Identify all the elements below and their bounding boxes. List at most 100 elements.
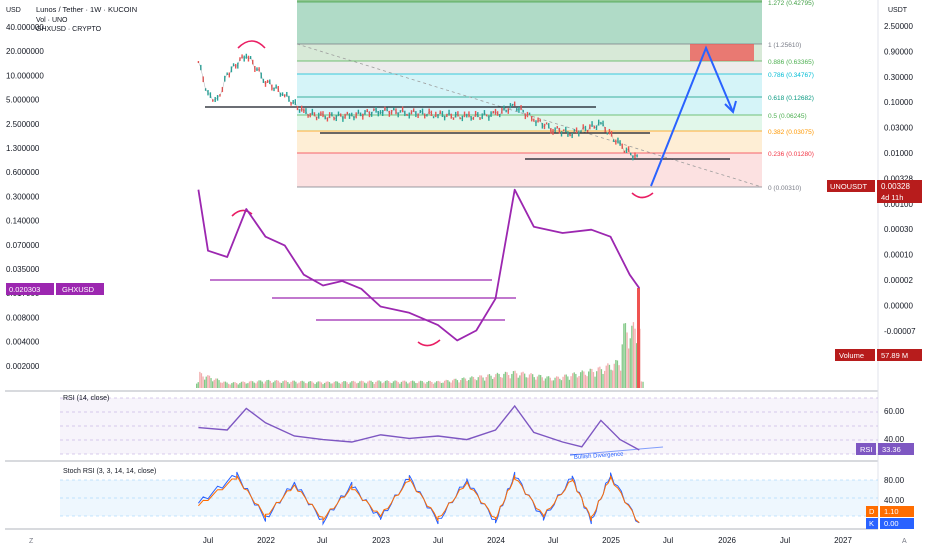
volume-bar bbox=[623, 323, 625, 388]
volume-bar bbox=[557, 376, 559, 388]
volume-bar bbox=[216, 378, 219, 388]
volume-bar bbox=[208, 375, 211, 388]
fib-level-label: 0.5 (0.06245) bbox=[768, 113, 807, 120]
volume-bar bbox=[604, 370, 606, 388]
volume-bar bbox=[532, 374, 534, 388]
volume-bar bbox=[252, 381, 254, 388]
volume-badge: Volume 57.89 M bbox=[835, 349, 922, 361]
x-axis-tick: 2027 bbox=[834, 536, 852, 545]
volume-bar bbox=[592, 372, 595, 388]
ghxusd-overlay-line bbox=[197, 188, 641, 342]
volume-bar bbox=[376, 380, 379, 388]
volume-bar bbox=[332, 383, 334, 388]
x-axis-tick: Jul bbox=[780, 536, 790, 545]
projection-arrow[interactable] bbox=[650, 45, 737, 187]
tv-logo-icon[interactable]: Z bbox=[29, 538, 34, 545]
volume-bar bbox=[356, 383, 358, 388]
volume-bar bbox=[618, 365, 620, 388]
fibonacci-retracement[interactable]: 1.272 (0.42795) 1 (1.25610) 0.886 (0.63365… bbox=[296, 0, 814, 192]
trend-lines[interactable] bbox=[205, 40, 730, 456]
volume-bar bbox=[365, 383, 367, 388]
volume-bar bbox=[584, 374, 587, 388]
price-badge-symbol: UNOUSDT bbox=[830, 182, 868, 191]
volume-bar bbox=[338, 382, 340, 388]
price-badge: UNOUSDT 0.00328 4d 11h bbox=[827, 180, 922, 203]
volume-bar bbox=[516, 373, 518, 388]
volume-bar bbox=[624, 323, 627, 388]
volume-bar bbox=[621, 344, 623, 388]
volume-bar bbox=[600, 369, 603, 388]
volume-bar bbox=[524, 373, 526, 388]
volume-bar bbox=[234, 382, 236, 388]
fib-zone bbox=[297, 115, 762, 131]
volume-bar bbox=[492, 378, 494, 388]
x-axis-tick: 2024 bbox=[487, 536, 505, 545]
volume-bar bbox=[196, 383, 198, 388]
volume-bar bbox=[514, 370, 516, 388]
volume-bar bbox=[391, 383, 393, 388]
left-axis-tick: 0.004000 bbox=[6, 338, 40, 347]
volume-bar bbox=[413, 381, 415, 388]
volume-bar bbox=[312, 382, 315, 388]
highlight-arc-marker bbox=[237, 40, 266, 49]
volume-bar bbox=[245, 383, 247, 388]
volume-bar bbox=[437, 380, 439, 388]
volume-badge-value: 57.89 M bbox=[881, 351, 908, 360]
volume-bar bbox=[424, 383, 427, 388]
volume-bar bbox=[215, 378, 217, 388]
volume-bar bbox=[327, 381, 329, 388]
auto-scale-button[interactable]: A bbox=[902, 538, 907, 545]
volume-bar bbox=[578, 375, 580, 388]
volume-bar bbox=[276, 380, 278, 388]
volume-bar bbox=[364, 382, 366, 388]
chart-title: Lunos / Tether · 1W · KUCOIN bbox=[36, 5, 137, 14]
left-axis-tick: 10.000000 bbox=[6, 71, 44, 80]
right-axis-tick: 0.00328 bbox=[884, 174, 913, 183]
volume-bar bbox=[378, 380, 380, 388]
volume-bar bbox=[610, 369, 612, 388]
volume-bar bbox=[402, 380, 404, 388]
volume-bar bbox=[199, 371, 201, 388]
volume-bar bbox=[380, 381, 382, 388]
volume-bar bbox=[237, 384, 239, 388]
x-axis-tick: Jul bbox=[317, 536, 327, 545]
volume-bar bbox=[432, 383, 435, 388]
volume-bar bbox=[452, 380, 454, 388]
fib-level-label: 0 (0.00310) bbox=[768, 185, 801, 192]
volume-bar bbox=[594, 376, 596, 388]
volume-bar bbox=[552, 380, 555, 388]
highlight-arc-marker bbox=[231, 209, 253, 217]
volume-bar bbox=[520, 372, 523, 388]
volume-bar bbox=[434, 382, 436, 388]
volume-bar bbox=[493, 377, 495, 388]
volume-bar bbox=[631, 325, 633, 388]
volume-bar bbox=[258, 380, 260, 388]
left-axis-tick: 2.500000 bbox=[6, 120, 40, 129]
x-axis-tick: 2025 bbox=[602, 536, 620, 545]
fib-level-label: 1.272 (0.42795) bbox=[768, 0, 814, 7]
volume-bar bbox=[628, 348, 630, 388]
volume-bar bbox=[583, 371, 585, 388]
volume-bar bbox=[352, 380, 355, 388]
volume-bar bbox=[346, 382, 348, 388]
volume-bar bbox=[466, 380, 468, 388]
volume-bar bbox=[436, 381, 438, 388]
volume-bar bbox=[596, 371, 598, 388]
fib-zone bbox=[297, 74, 762, 97]
compare-legend: GHXUSD · CRYPTO bbox=[36, 26, 102, 33]
right-axis-tick: 2.50000 bbox=[884, 22, 913, 31]
volume-bar bbox=[370, 380, 372, 388]
stoch-d-label: D bbox=[869, 507, 875, 516]
stoch-k-label: K bbox=[869, 519, 874, 528]
left-axis-tick: 0.008000 bbox=[6, 313, 40, 322]
volume-bar bbox=[218, 380, 220, 388]
volume-badge-label: Volume bbox=[839, 351, 864, 360]
volume-bar bbox=[400, 381, 403, 388]
volume-bar bbox=[298, 382, 300, 388]
volume-bar bbox=[282, 381, 284, 388]
volume-bar bbox=[336, 381, 339, 388]
volume-bar bbox=[330, 383, 332, 388]
volume-bar bbox=[463, 377, 465, 388]
highlight-arc-marker bbox=[631, 192, 654, 199]
